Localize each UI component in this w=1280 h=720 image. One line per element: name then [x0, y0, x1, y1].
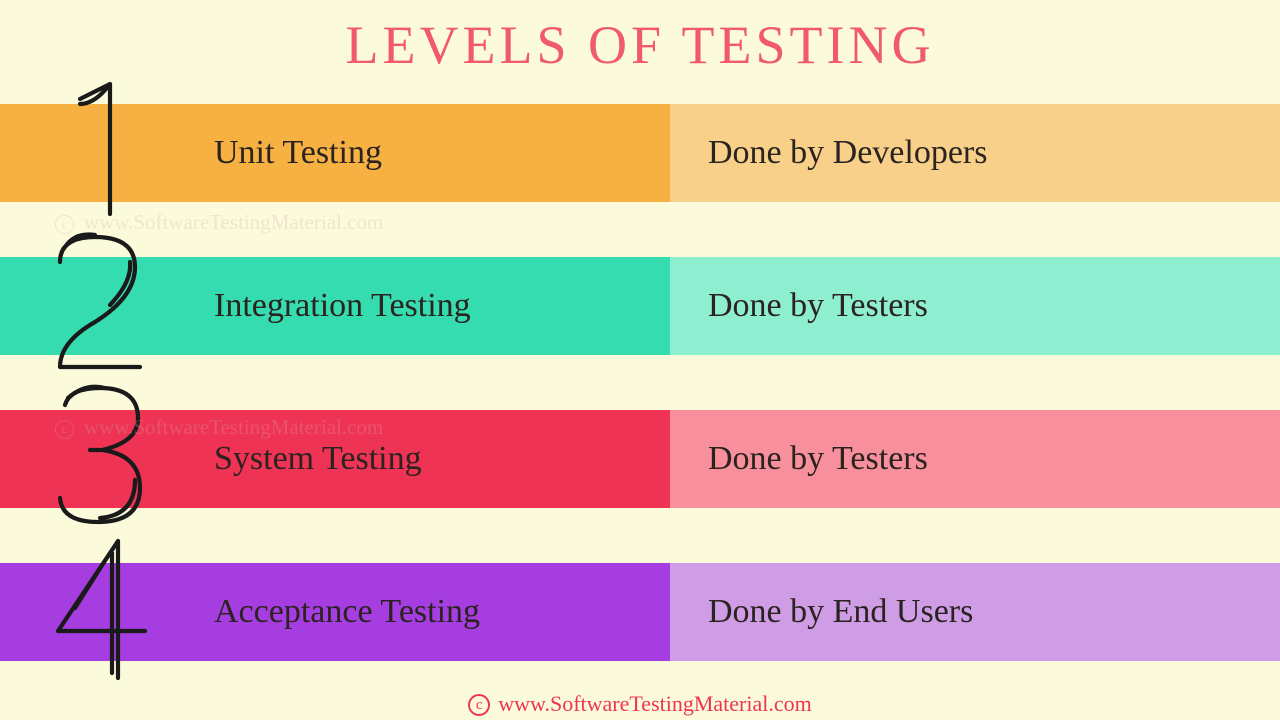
- number-glyph: [40, 380, 160, 540]
- number-cell: [0, 257, 200, 355]
- level-row: Integration TestingDone by Testers: [0, 257, 1280, 355]
- level-who: Done by Developers: [670, 104, 1280, 202]
- level-who: Done by Testers: [670, 257, 1280, 355]
- watermark: cwww.SoftwareTestingMaterial.com: [55, 210, 383, 235]
- footer: c www.SoftwareTestingMaterial.com: [0, 691, 1280, 717]
- page-title: LEVELS OF TESTING: [0, 0, 1280, 86]
- level-row: Unit TestingDone by Developers: [0, 104, 1280, 202]
- level-who: Done by End Users: [670, 563, 1280, 661]
- level-who: Done by Testers: [670, 410, 1280, 508]
- watermark: cwww.SoftwareTestingMaterial.com: [55, 415, 383, 440]
- footer-text: www.SoftwareTestingMaterial.com: [498, 691, 812, 716]
- number-glyph: [40, 227, 160, 387]
- level-label: Integration Testing: [200, 257, 670, 355]
- rows-container: Unit TestingDone by DevelopersIntegratio…: [0, 104, 1280, 661]
- level-row: Acceptance TestingDone by End Users: [0, 563, 1280, 661]
- number-glyph: [40, 533, 160, 693]
- level-label: Unit Testing: [200, 104, 670, 202]
- number-cell: [0, 563, 200, 661]
- number-cell: [0, 104, 200, 202]
- copyright-icon: c: [468, 694, 490, 716]
- level-label: Acceptance Testing: [200, 563, 670, 661]
